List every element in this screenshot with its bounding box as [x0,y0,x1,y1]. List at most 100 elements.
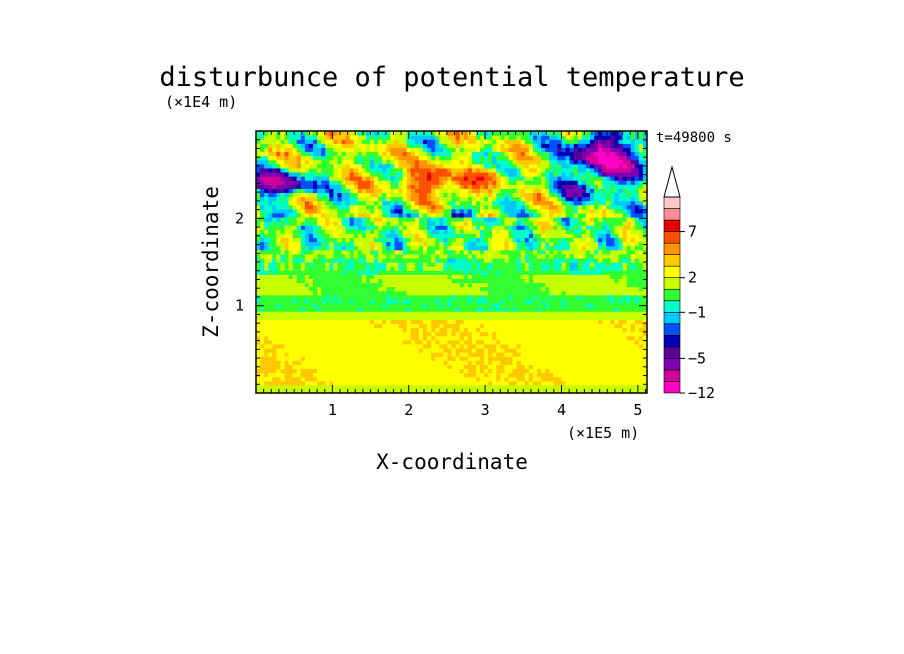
heatmap-cell [565,212,571,218]
heatmap-cell [630,216,636,222]
heatmap-cell [365,347,371,353]
heatmap-cell [406,380,412,386]
heatmap-cell [451,380,457,386]
heatmap-cell [577,335,583,341]
heatmap-cell [357,343,363,349]
heatmap-cell [569,241,575,247]
heatmap-cell [610,294,616,300]
heatmap-cell [553,212,558,218]
heatmap-cell [374,376,379,382]
heatmap-cell [264,372,269,378]
heatmap-cell [606,270,611,275]
heatmap-cell [484,204,489,210]
heatmap-cell [268,225,273,230]
heatmap-cell [431,347,436,353]
heatmap-cell [488,241,493,247]
heatmap-cell [308,294,314,300]
heatmap-cell [504,266,510,271]
heatmap-cell [260,237,265,243]
heatmap-cell [361,225,367,230]
heatmap-cell [382,192,387,198]
heatmap-cell [622,315,628,320]
heatmap-cell [329,286,334,292]
heatmap-cell [516,282,522,288]
heatmap-cell [414,270,420,275]
heatmap-cell [545,200,550,206]
heatmap-cell [642,180,647,185]
heatmap-cell [365,368,371,374]
heatmap-cell [378,192,383,198]
heatmap-cell [313,388,318,393]
heatmap-cell [569,364,575,370]
heatmap-cell [467,372,473,378]
heatmap-cell [565,323,571,329]
heatmap-cell [422,343,428,349]
heatmap-cell [329,380,334,386]
heatmap-cell [256,290,261,296]
heatmap-cell [524,262,530,267]
heatmap-cell [353,319,359,324]
heatmap-cell [638,339,644,345]
heatmap-cell [488,319,493,324]
heatmap-cell [451,212,457,218]
heatmap-cell [467,315,473,320]
heatmap-cell [341,257,347,263]
heatmap-cell [500,257,506,263]
heatmap-cell [398,266,404,271]
heatmap-cell [398,315,404,320]
heatmap-cell [296,229,302,234]
heatmap-cell [256,372,261,378]
heatmap-cell [418,286,424,292]
heatmap-cell [431,200,436,206]
heatmap-cell [443,311,449,316]
heatmap-cell [475,380,481,386]
heatmap-cell [573,311,579,316]
heatmap-cell [618,294,624,300]
heatmap-cell [288,327,294,333]
heatmap-cell [553,356,558,361]
heatmap-cell [565,380,571,386]
heatmap-cell [308,307,314,312]
heatmap-cell [288,339,294,345]
heatmap-cell [431,380,436,386]
heatmap-cell [451,388,457,393]
heatmap-cell [345,241,351,247]
heatmap-cell [504,253,510,259]
heatmap-cell [288,208,294,214]
heatmap-cell [573,343,579,349]
heatmap-cell [504,352,510,357]
heatmap-cell [614,384,620,390]
heatmap-cell [439,307,444,312]
heatmap-cell [288,262,294,267]
heatmap-cell [300,298,306,304]
heatmap-cell [414,257,420,263]
heatmap-cell [325,225,330,230]
heatmap-cell [569,257,575,263]
heatmap-cell [337,225,343,230]
heatmap-cell [626,188,632,193]
heatmap-cell [512,204,518,210]
heatmap-cell [577,212,583,218]
heatmap-cell [284,323,290,329]
heatmap-cell [455,274,461,279]
heatmap-cell [528,262,534,267]
heatmap-cell [614,274,620,279]
heatmap-cell [390,282,396,288]
heatmap-cell [349,327,355,333]
heatmap-cell [512,302,518,308]
heatmap-cell [313,339,318,345]
heatmap-cell [390,335,396,341]
heatmap-cell [418,327,424,333]
heatmap-cell [304,290,310,296]
heatmap-cell [630,196,636,202]
heatmap-cell [520,343,526,349]
heatmap-cell [276,184,282,189]
heatmap-cell [516,319,522,324]
heatmap-cell [280,343,286,349]
heatmap-cell [374,204,379,210]
heatmap-cell [492,290,497,296]
heatmap-cell [484,196,489,202]
heatmap-cell [390,253,396,259]
heatmap-cell [260,204,265,210]
heatmap-cell [386,364,391,370]
